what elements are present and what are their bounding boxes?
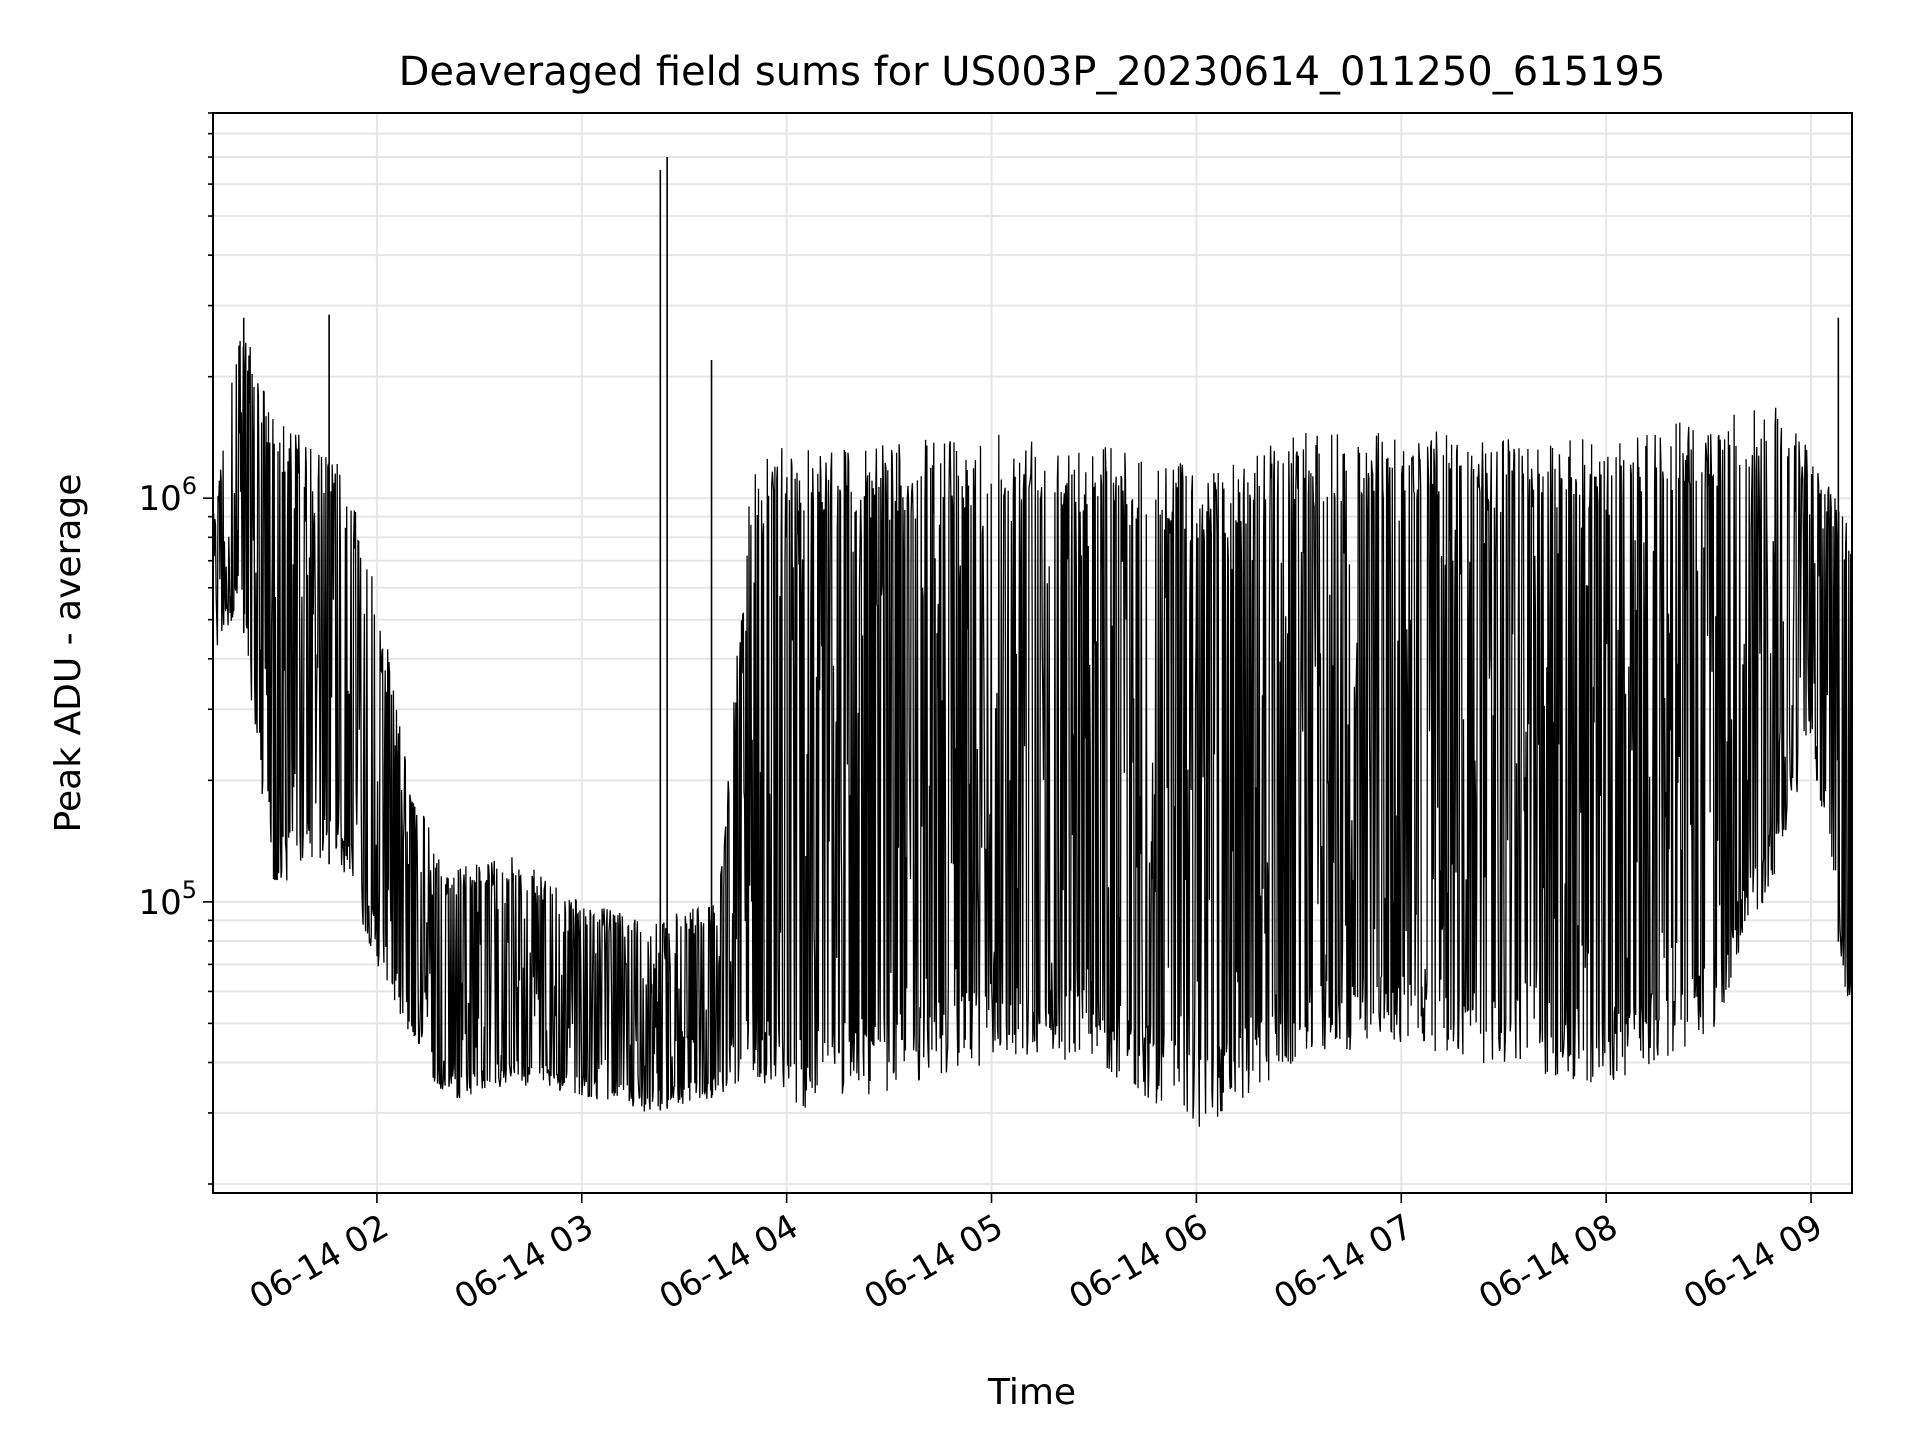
series-line [213, 340, 1852, 1127]
plot-frame [212, 112, 1853, 1194]
x-axis-label: Time [987, 1372, 1076, 1413]
y-axis-label: Peak ADU - average [48, 474, 89, 833]
y-tick-label: 105 [138, 876, 197, 923]
data-layer [213, 157, 1852, 1127]
y-tick-label: 106 [138, 472, 197, 519]
chart-title: Deaveraged field sums for US003P_2023061… [399, 49, 1666, 95]
